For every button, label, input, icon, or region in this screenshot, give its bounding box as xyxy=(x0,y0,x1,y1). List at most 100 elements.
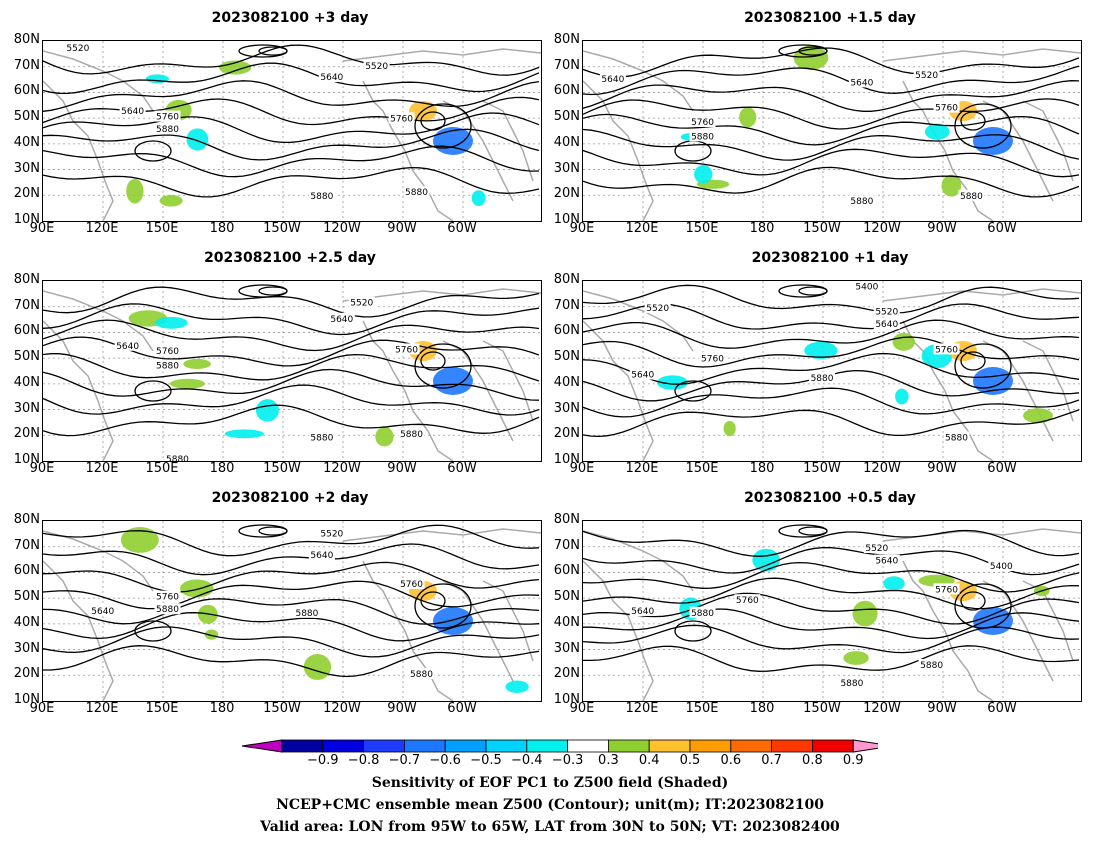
contour-label: 5880 xyxy=(166,455,189,461)
sensitivity-shading xyxy=(126,178,144,204)
coastline xyxy=(902,80,994,221)
contour-label-bg xyxy=(154,590,181,602)
z500-contour xyxy=(43,543,540,576)
z500-contour xyxy=(583,148,1080,178)
contour-label: 5880 xyxy=(960,192,983,202)
colorbar-segment xyxy=(526,739,568,753)
contour-label-bg xyxy=(308,431,335,443)
lat-tick-label: 20N xyxy=(553,666,580,682)
lat-tick-label: 30N xyxy=(553,160,580,176)
lon-tick-label: 60W xyxy=(447,701,477,716)
contour-label: 5640 xyxy=(320,73,343,83)
lon-tick-label: 150W xyxy=(803,221,841,236)
z500-contour xyxy=(43,353,540,382)
colorbar-tick-label: −0.7 xyxy=(388,753,421,768)
map-canvas: 5520 5520 5640 5640 5760 5880 5760 5880 5880 xyxy=(43,41,541,221)
lon-tick-label: 90E xyxy=(29,221,55,236)
lon-tick-label: 90W xyxy=(387,461,417,476)
contour-label: 5640 xyxy=(601,75,624,85)
contour-label: 5520 xyxy=(865,544,888,554)
lat-tick-label: 70N xyxy=(13,57,40,73)
lat-tick-label: 40N xyxy=(553,374,580,390)
contour-label-bg xyxy=(873,318,900,330)
contour-label-bg xyxy=(734,594,761,606)
z500-contour xyxy=(43,80,540,112)
sensitivity-shading xyxy=(883,576,905,591)
contour-label-bg xyxy=(809,372,836,384)
colorbar xyxy=(241,739,878,753)
contour-label-bg xyxy=(308,549,335,561)
lon-tick-label: 150E xyxy=(685,461,719,476)
z500-contour xyxy=(43,128,540,161)
lat-tick-label: 70N xyxy=(553,537,580,553)
z500-closed-contour xyxy=(420,111,446,131)
coastline xyxy=(43,50,154,112)
z500-contour xyxy=(583,65,1080,96)
contour-label-bg xyxy=(114,339,141,351)
lat-tick-label: 50N xyxy=(553,109,580,125)
sensitivity-shading xyxy=(752,548,780,572)
panel-title: 2023082100 +1.5 day xyxy=(744,10,916,26)
z500-contour xyxy=(43,404,540,437)
coastline xyxy=(1022,100,1074,182)
map-canvas: 5520 5640 5760 5880 5640 5760 5880 5880 xyxy=(43,521,541,701)
sensitivity-shading xyxy=(973,127,1013,155)
lat-tick-label: 60N xyxy=(13,563,40,579)
contour-label: 5760 xyxy=(736,596,759,606)
z500-closed-contour xyxy=(954,583,1012,629)
contour-label-bg xyxy=(629,368,656,380)
z500-closed-contour xyxy=(960,111,986,131)
lon-tick-label: 180 xyxy=(209,221,235,236)
z500-contour xyxy=(583,387,1080,418)
sensitivity-shading xyxy=(303,653,332,680)
coastline xyxy=(482,100,534,182)
contour-label: 5520 xyxy=(915,71,938,81)
contour-label: 5880 xyxy=(410,670,433,680)
z500-contour xyxy=(43,286,540,318)
sensitivity-shading xyxy=(804,341,838,360)
contour-label-bg xyxy=(933,343,960,355)
contour-label: 5760 xyxy=(935,345,958,355)
contour-label: 5640 xyxy=(116,342,139,352)
colorbar-segment xyxy=(363,739,405,753)
lon-tick-label: 180 xyxy=(749,701,775,716)
contour-label-bg xyxy=(933,101,960,113)
colorbar-segment xyxy=(771,739,813,753)
colorbar-tick-label: 0.7 xyxy=(761,753,782,768)
map-canvas: 5640 5640 5520 5760 5880 5760 5880 5880 xyxy=(583,41,1081,221)
z500-closed-contour xyxy=(238,284,288,298)
colorbar-tick-label: −0.3 xyxy=(551,753,584,768)
lat-tick-label: 30N xyxy=(553,640,580,656)
panel-title: 2023082100 +1 day xyxy=(751,250,909,266)
z500-closed-contour xyxy=(414,343,472,389)
lon-tick-label: 120E xyxy=(625,701,659,716)
lat-tick-label: 50N xyxy=(13,109,40,125)
contour-label: 5760 xyxy=(395,345,418,355)
z500-contour xyxy=(583,284,1080,314)
coastline xyxy=(43,560,114,701)
contour-label-bg xyxy=(408,668,435,679)
contour-label: 5760 xyxy=(390,114,413,124)
coastline xyxy=(342,528,541,542)
z500-contour xyxy=(43,612,540,642)
lat-tick-label: 20N xyxy=(13,186,40,202)
contour-label: 5640 xyxy=(91,607,114,617)
z500-contour xyxy=(583,166,1080,198)
z500-contour xyxy=(583,624,1080,654)
colorbar-segment xyxy=(403,739,446,753)
contour-label: 5640 xyxy=(121,107,144,117)
sensitivity-shading xyxy=(120,526,159,553)
colorbar-tick-label: 0.5 xyxy=(679,753,701,768)
contour-label: 5760 xyxy=(691,118,714,128)
z500-closed-contour xyxy=(134,140,172,162)
colorbar-right-arrow xyxy=(852,739,878,753)
colorbar-segment xyxy=(648,739,691,753)
contour-label-bg xyxy=(599,72,626,84)
contour-label-bg xyxy=(689,606,716,618)
contour-label: 5880 xyxy=(691,609,714,619)
z500-contour xyxy=(583,80,1080,112)
lat-tick-label: 60N xyxy=(13,323,40,339)
lat-tick-label: 40N xyxy=(553,134,580,150)
z500-contour xyxy=(43,62,540,95)
lon-tick-label: 90E xyxy=(569,701,595,716)
